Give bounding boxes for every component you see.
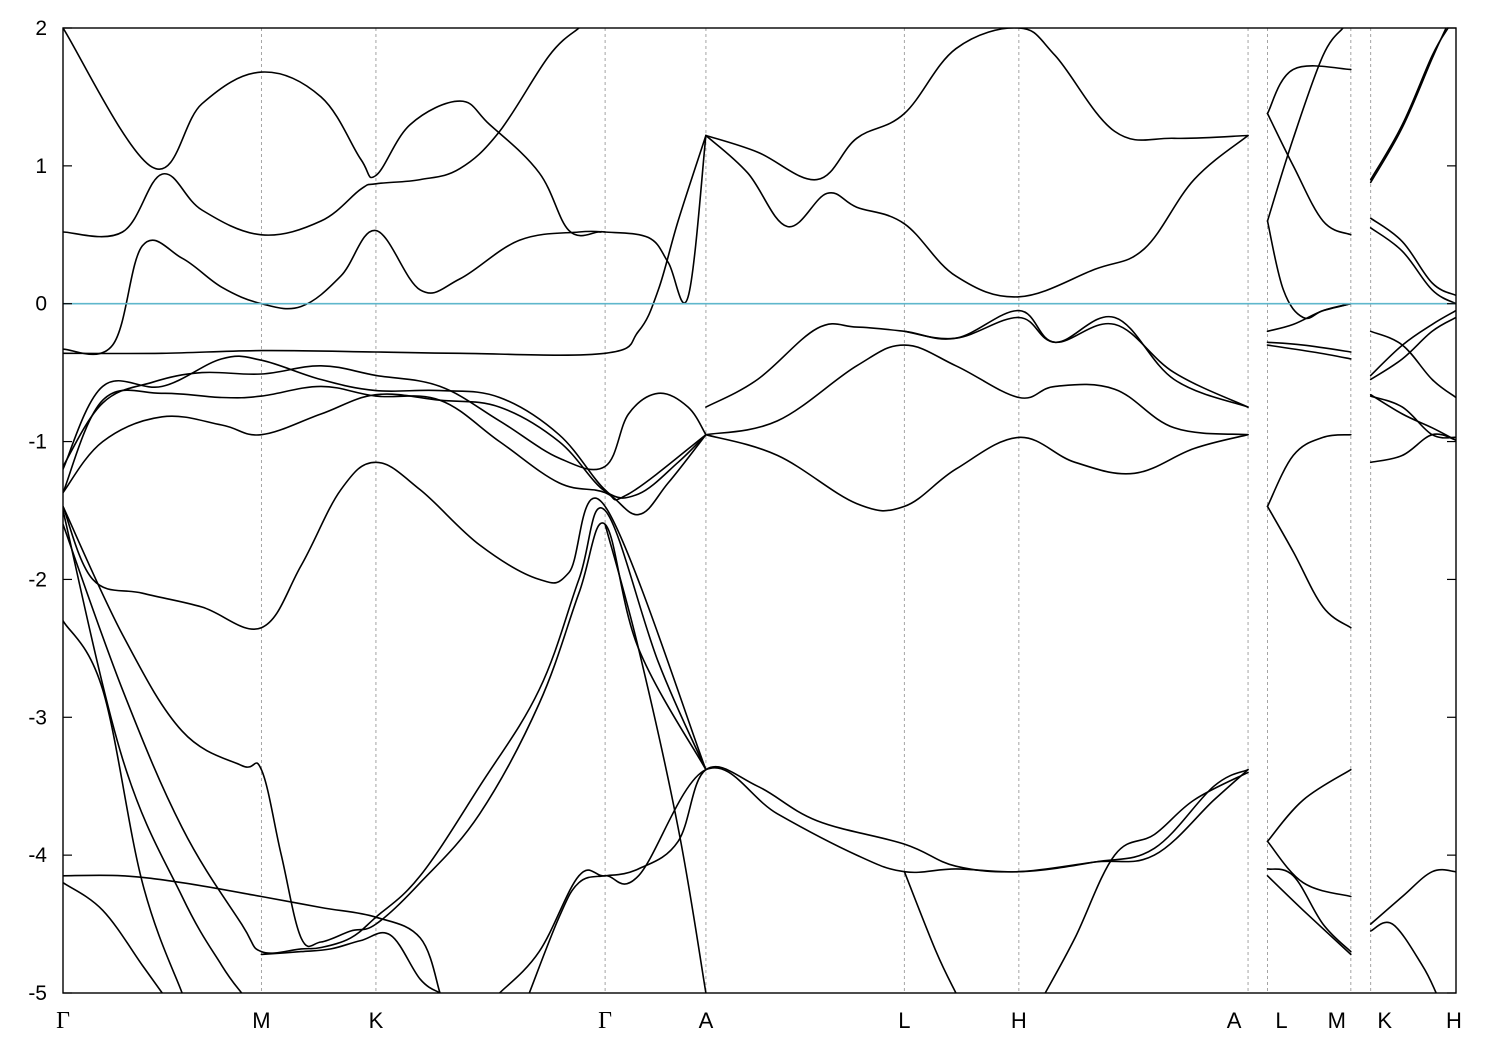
band-36 <box>1266 768 1352 843</box>
y-tick-label-5: -3 <box>28 706 47 729</box>
band-48 <box>1369 393 1456 441</box>
band-14 <box>63 509 243 993</box>
band-23 <box>705 309 1249 408</box>
band-11 <box>63 620 183 993</box>
y-tick-label-6: -4 <box>28 844 47 867</box>
band-4 <box>63 364 707 471</box>
kpoint-label-9: M <box>1328 1008 1346 1033</box>
band-29 <box>1266 28 1344 222</box>
plot-frame <box>62 27 1457 994</box>
band-3 <box>63 134 707 356</box>
band-12 <box>63 874 441 993</box>
band-49 <box>1369 433 1456 464</box>
band-39 <box>1266 875 1352 956</box>
band-16 <box>498 765 1249 993</box>
band-22 <box>705 28 1249 181</box>
band-20 <box>1044 771 1249 993</box>
band-2 <box>63 229 606 356</box>
band-28 <box>1266 112 1352 236</box>
band-46 <box>1369 309 1456 377</box>
band-51 <box>1369 921 1437 993</box>
y-tick-label-2: 0 <box>35 293 47 316</box>
band-6 <box>63 393 707 499</box>
band-37 <box>1266 840 1352 898</box>
kpoint-label-6: H <box>1011 1008 1027 1033</box>
band-17 <box>528 767 1249 993</box>
kpoint-label-7: A <box>1227 1008 1242 1033</box>
band-50 <box>1369 868 1456 925</box>
band-21 <box>705 134 1249 298</box>
band-41 <box>1369 28 1447 184</box>
kpoint-label-11: H <box>1446 1008 1462 1033</box>
y-tick-label-3: -1 <box>28 431 47 454</box>
y-axis-ticks: 2 1 0 -1 -2 -3 -4 -5 <box>28 17 1456 1005</box>
high-symmetry-lines <box>260 28 1372 993</box>
band-24 <box>705 344 1249 436</box>
band-31 <box>1266 302 1352 333</box>
y-tick-label-0: 2 <box>35 17 47 40</box>
kpoint-label-10: K <box>1377 1008 1392 1033</box>
band-35 <box>1266 505 1352 629</box>
kpoint-label-1: M <box>252 1008 270 1033</box>
band-44 <box>1369 330 1456 399</box>
kpoint-label-2: K <box>369 1008 384 1033</box>
band-lines <box>63 28 1456 993</box>
kpoint-label-5: L <box>898 1008 910 1033</box>
band-13 <box>63 881 163 993</box>
kpoint-label-8: L <box>1275 1008 1287 1033</box>
band-9 <box>63 505 707 948</box>
band-34 <box>1266 433 1352 508</box>
band-15 <box>260 931 441 993</box>
band-8 <box>63 461 707 771</box>
y-tick-label-1: 1 <box>35 155 47 178</box>
band-7 <box>63 385 707 516</box>
band-40 <box>1369 28 1449 181</box>
band-25 <box>705 433 1249 512</box>
band-27 <box>1266 65 1352 115</box>
band-42 <box>1369 217 1456 297</box>
band-18 <box>604 523 707 993</box>
kpoint-label-4: A <box>699 1008 714 1033</box>
y-tick-label-7: -5 <box>28 982 47 1005</box>
band-26 <box>903 316 1249 408</box>
y-tick-label-4: -2 <box>28 568 47 591</box>
band-0 <box>63 28 707 304</box>
band-32 <box>1266 341 1352 353</box>
kpoint-label-3: Γ <box>598 1008 612 1034</box>
band-33 <box>1266 344 1352 360</box>
kpoint-label-0: Γ <box>56 1008 70 1034</box>
band-10 <box>63 507 707 954</box>
band-1 <box>63 28 580 238</box>
band-5 <box>63 355 707 501</box>
band-19 <box>903 870 957 993</box>
band-43 <box>1369 227 1456 305</box>
band-38 <box>1266 868 1352 953</box>
band-45 <box>1369 316 1456 381</box>
